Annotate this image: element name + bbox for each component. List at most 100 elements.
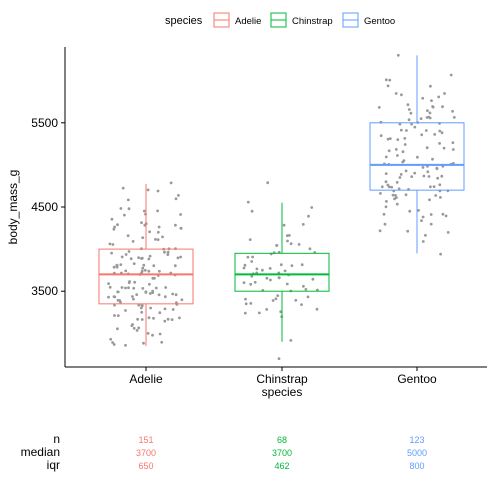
point-adelie-45 [107, 295, 110, 299]
point-adelie-61 [127, 281, 131, 285]
point-adelie-88 [148, 282, 151, 286]
point-adelie-28 [110, 251, 113, 255]
point-adelie-144 [153, 276, 156, 280]
point-adelie-79 [147, 316, 151, 320]
point-adelie-80 [146, 188, 150, 192]
point-chinstrap-55 [276, 294, 280, 297]
point-adelie-23 [142, 263, 146, 267]
point-adelie-118 [137, 303, 141, 307]
point-adelie-57 [112, 343, 116, 346]
point-chinstrap-18 [306, 295, 310, 299]
point-adelie-103 [109, 337, 113, 341]
point-chinstrap-25 [287, 234, 291, 237]
point-gentoo-99 [451, 141, 455, 145]
stats-median-gentoo: 5000 [407, 448, 427, 458]
point-adelie-145 [113, 225, 116, 229]
point-adelie-97 [142, 341, 145, 345]
point-adelie-122 [147, 257, 151, 261]
point-chinstrap-49 [250, 274, 254, 278]
point-gentoo-66 [404, 193, 408, 197]
x-tick-label-gentoo: Gentoo [397, 372, 437, 386]
point-gentoo-100 [440, 174, 444, 178]
point-adelie-104 [120, 286, 124, 289]
point-chinstrap-35 [251, 255, 255, 259]
point-chinstrap-58 [300, 263, 304, 267]
point-chinstrap-45 [250, 209, 254, 213]
stats-label-iqr: iqr [47, 458, 60, 472]
point-adelie-53 [160, 340, 164, 344]
point-gentoo-108 [385, 200, 388, 203]
point-adelie-59 [170, 318, 174, 321]
point-chinstrap-14 [249, 282, 253, 286]
point-adelie-35 [163, 250, 166, 254]
point-gentoo-79 [386, 84, 390, 88]
stats-iqr-chinstrap: 462 [274, 461, 289, 471]
point-adelie-115 [111, 341, 114, 344]
point-adelie-107 [152, 316, 155, 320]
point-adelie-44 [126, 198, 130, 202]
point-gentoo-109 [398, 122, 402, 126]
point-gentoo-56 [383, 222, 387, 226]
jitter-points [107, 53, 456, 360]
stats-median-chinstrap: 3700 [272, 448, 292, 458]
point-gentoo-7 [425, 146, 429, 150]
point-gentoo-45 [413, 171, 417, 175]
point-chinstrap-47 [301, 223, 305, 226]
point-adelie-30 [179, 255, 183, 259]
point-gentoo-76 [428, 198, 431, 202]
point-gentoo-70 [432, 185, 436, 189]
point-gentoo-59 [425, 116, 429, 119]
box-chinstrap [234, 252, 330, 292]
point-gentoo-44 [452, 116, 456, 119]
point-adelie-22 [124, 253, 128, 256]
point-adelie-33 [140, 304, 144, 308]
point-adelie-67 [137, 326, 141, 330]
point-adelie-11 [178, 316, 181, 320]
point-adelie-18 [148, 230, 152, 234]
point-chinstrap-3 [304, 288, 308, 291]
point-chinstrap-16 [315, 307, 319, 311]
point-gentoo-90 [435, 167, 439, 171]
point-gentoo-102 [421, 166, 425, 169]
point-adelie-63 [124, 343, 127, 347]
point-chinstrap-65 [255, 267, 259, 271]
point-adelie-16 [119, 207, 123, 210]
point-adelie-98 [156, 238, 160, 242]
point-gentoo-85 [428, 111, 432, 115]
legend-title: species [165, 15, 203, 27]
point-chinstrap-32 [249, 302, 253, 305]
point-chinstrap-57 [275, 244, 278, 247]
point-adelie-56 [119, 263, 123, 266]
point-gentoo-8 [441, 212, 445, 216]
point-gentoo-4 [424, 129, 428, 132]
point-adelie-70 [140, 256, 144, 260]
stats-n-adelie: 151 [138, 435, 153, 445]
y-tick-label-3500: 3500 [31, 284, 58, 298]
point-gentoo-58 [408, 209, 412, 213]
point-adelie-137 [116, 298, 120, 302]
point-adelie-101 [130, 324, 134, 327]
point-adelie-129 [113, 303, 116, 307]
point-chinstrap-1 [246, 255, 250, 259]
point-gentoo-43 [380, 185, 384, 189]
point-adelie-141 [116, 327, 119, 331]
point-adelie-77 [108, 285, 112, 289]
point-chinstrap-6 [279, 310, 283, 314]
point-adelie-48 [141, 236, 145, 240]
point-chinstrap-24 [265, 308, 269, 311]
point-gentoo-103 [410, 122, 413, 126]
stats-n-chinstrap: 68 [277, 435, 287, 445]
point-adelie-85 [173, 264, 177, 268]
point-gentoo-1 [406, 103, 410, 107]
point-chinstrap-52 [242, 281, 246, 284]
point-gentoo-19 [379, 134, 383, 138]
point-gentoo-74 [397, 187, 401, 191]
point-adelie-13 [179, 213, 183, 216]
point-chinstrap-53 [297, 243, 301, 246]
point-gentoo-93 [407, 108, 411, 111]
point-adelie-55 [124, 286, 127, 290]
point-gentoo-116 [399, 173, 403, 176]
point-adelie-119 [136, 317, 140, 321]
point-adelie-65 [119, 300, 122, 304]
point-adelie-66 [154, 238, 157, 241]
